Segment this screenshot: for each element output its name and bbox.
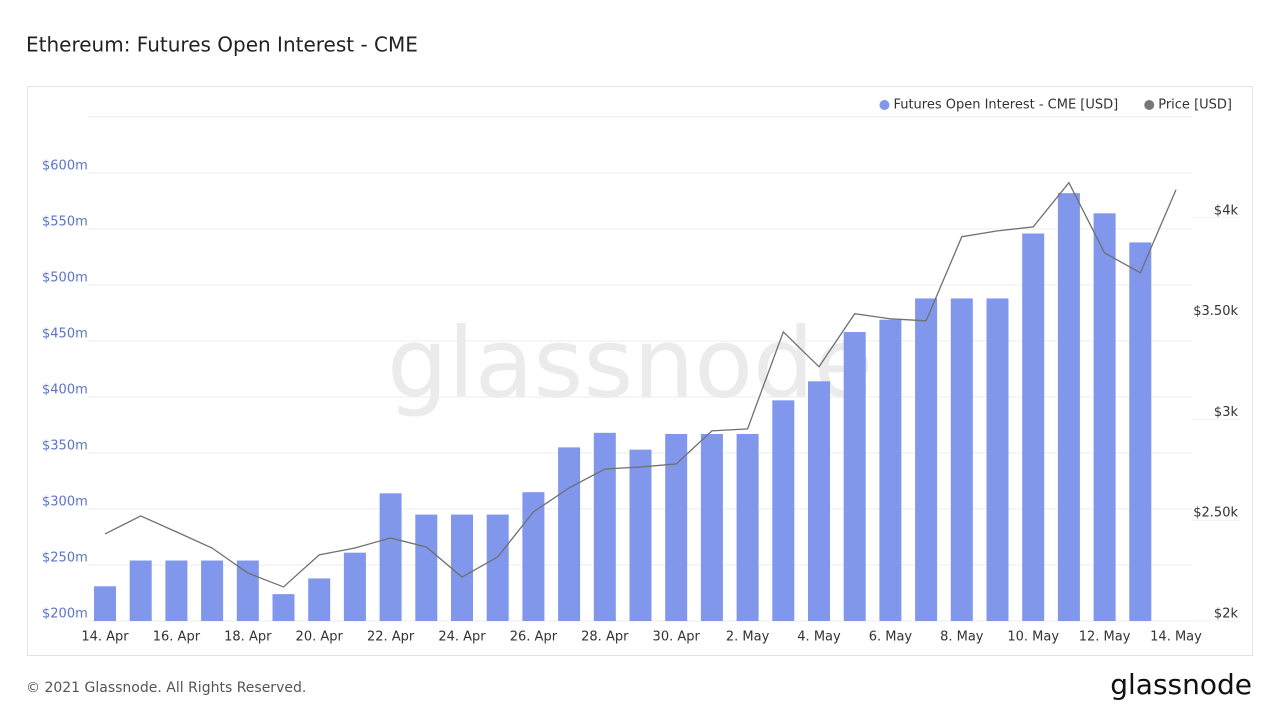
bar	[808, 381, 830, 621]
bar	[986, 298, 1009, 621]
chart-title: Ethereum: Futures Open Interest - CME	[26, 33, 418, 57]
y-tick-label: $250m	[42, 551, 88, 566]
x-tick-label: 14. Apr	[81, 630, 129, 645]
bar	[415, 514, 438, 621]
bar	[522, 492, 545, 621]
bar	[915, 298, 938, 621]
y-tick-label: $550m	[42, 215, 88, 230]
legend-marker	[1144, 100, 1155, 110]
y-tick-label: $450m	[42, 327, 88, 342]
legend-label: Price [USD]	[1158, 98, 1232, 113]
y-tick-label: $200m	[42, 607, 88, 622]
bar	[558, 447, 581, 621]
bar	[772, 400, 795, 621]
bar	[272, 594, 295, 621]
bar	[379, 493, 402, 621]
x-tick-label: 20. Apr	[296, 630, 344, 645]
x-tick-label: 28. Apr	[581, 630, 629, 645]
bar	[343, 552, 366, 621]
bar	[1022, 233, 1045, 622]
x-tick-label: 4. May	[797, 630, 841, 645]
y-tick-label: $500m	[42, 271, 88, 286]
x-tick-label: 12. May	[1079, 630, 1131, 645]
bar	[486, 514, 509, 621]
x-tick-label: 26. Apr	[510, 630, 558, 645]
logo: glassnode	[1110, 668, 1252, 701]
bar	[1129, 242, 1152, 621]
watermark: glassnode	[387, 307, 873, 419]
bar	[451, 514, 473, 621]
bar	[843, 332, 866, 621]
plot-area: $200m $250m $300m $350m $400m $450m $500m $550m…	[42, 98, 1240, 645]
x-tick-label: 30. Apr	[653, 630, 701, 645]
x-tick-label: 10. May	[1007, 630, 1059, 645]
y2-tick-label: $3k	[1214, 405, 1239, 420]
bar	[593, 432, 616, 621]
y2-tick-label: $4k	[1214, 203, 1239, 218]
bar	[629, 449, 652, 621]
bar	[308, 578, 331, 621]
bar	[94, 586, 116, 621]
y-tick-label: $350m	[42, 439, 88, 454]
x-tick-label: 14. May	[1150, 630, 1202, 645]
y2-tick-label: $3.50k	[1193, 304, 1238, 319]
y-tick-label: $600m	[42, 159, 88, 174]
bar	[129, 560, 152, 621]
y-tick-label: $400m	[42, 383, 88, 398]
x-tick-label: 24. Apr	[438, 630, 486, 645]
bar	[950, 298, 973, 621]
bar	[700, 433, 723, 621]
bar	[1093, 213, 1116, 621]
bar	[879, 319, 902, 621]
x-tick-label: 8. May	[940, 630, 984, 645]
x-tick-label: 2. May	[726, 630, 770, 645]
bar	[236, 560, 259, 621]
bar	[165, 560, 188, 621]
legend-label: Futures Open Interest - CME [USD]	[893, 98, 1118, 113]
bar	[736, 433, 759, 621]
y-tick-label: $300m	[42, 495, 88, 510]
legend-marker	[879, 100, 890, 110]
bar	[201, 560, 224, 621]
bar	[1057, 193, 1080, 621]
y2-tick-label: $2k	[1214, 607, 1239, 622]
y2-tick-label: $2.50k	[1193, 506, 1238, 521]
x-tick-label: 16. Apr	[153, 630, 201, 645]
bar	[665, 433, 688, 621]
price-line	[104, 181, 1177, 588]
x-tick-label: 18. Apr	[224, 630, 272, 645]
x-tick-label: 22. Apr	[367, 630, 415, 645]
x-tick-label: 6. May	[869, 630, 913, 645]
footer: © 2021 Glassnode. All Rights Reserved.	[26, 680, 306, 696]
